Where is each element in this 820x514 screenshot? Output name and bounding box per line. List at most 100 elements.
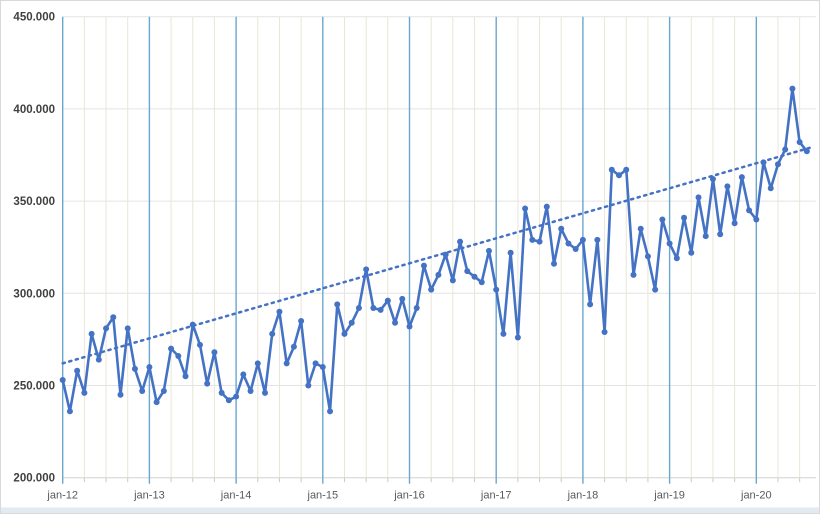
- data-point-marker: [507, 249, 514, 256]
- trendline: [61, 146, 812, 365]
- data-point-marker: [406, 323, 413, 330]
- data-point-marker: [392, 319, 399, 326]
- data-point-marker: [471, 273, 478, 280]
- data-point-marker: [399, 295, 406, 302]
- data-point-marker: [175, 352, 182, 359]
- data-point-marker: [435, 271, 442, 278]
- data-point-marker: [131, 365, 138, 372]
- data-point-marker: [247, 388, 254, 395]
- data-point-marker: [652, 286, 659, 293]
- data-point-marker: [305, 382, 312, 389]
- data-point-marker: [363, 266, 370, 273]
- data-point-marker: [746, 207, 753, 214]
- data-point-marker: [731, 220, 738, 227]
- data-point-marker: [211, 349, 218, 356]
- y-axis-tick-label: 400.000: [13, 104, 55, 116]
- data-point-marker: [760, 159, 767, 166]
- x-axis-tick-label: jan-19: [653, 490, 685, 502]
- data-point-marker: [442, 251, 449, 258]
- data-point-marker: [558, 225, 565, 232]
- data-point-marker: [724, 183, 731, 190]
- data-point-marker: [789, 85, 796, 92]
- data-point-marker: [334, 301, 341, 308]
- data-point-marker: [420, 262, 427, 269]
- data-point-marker: [803, 148, 810, 155]
- data-point-marker: [666, 240, 673, 247]
- data-point-marker: [225, 397, 232, 404]
- data-point-marker: [428, 286, 435, 293]
- data-point-marker: [493, 286, 500, 293]
- data-point-marker: [146, 364, 153, 371]
- data-point-marker: [767, 185, 774, 192]
- x-axis-tick-label: jan-17: [480, 490, 512, 502]
- data-point-marker: [702, 233, 709, 240]
- data-point-marker: [522, 205, 529, 212]
- data-point-marker: [160, 388, 167, 395]
- y-axis-tick-label: 250.000: [13, 381, 55, 393]
- data-point-marker: [384, 297, 391, 304]
- data-point-marker: [551, 260, 557, 267]
- data-point-marker: [262, 389, 268, 396]
- x-axis-tick-label: jan-12: [46, 490, 78, 502]
- data-point-marker: [681, 214, 688, 221]
- data-point-marker: [240, 371, 247, 378]
- data-point-marker: [457, 238, 464, 245]
- data-point-marker: [276, 308, 283, 315]
- data-point-marker: [500, 330, 507, 337]
- data-point-marker: [637, 225, 644, 232]
- data-point-marker: [290, 343, 297, 350]
- data-point-marker: [139, 388, 146, 395]
- data-point-marker: [594, 236, 601, 243]
- data-point-marker: [623, 166, 630, 173]
- data-point-marker: [543, 203, 550, 210]
- data-point-marker: [341, 330, 348, 337]
- data-point-marker: [327, 408, 334, 415]
- data-point-marker: [587, 301, 594, 308]
- data-point-marker: [117, 391, 124, 398]
- data-point-marker: [572, 246, 579, 253]
- data-point-marker: [269, 330, 276, 337]
- data-point-marker: [196, 341, 203, 348]
- data-point-marker: [370, 305, 377, 312]
- x-axis-tick-label: jan-14: [220, 490, 252, 502]
- data-point-marker: [485, 247, 492, 254]
- data-point-marker: [630, 271, 637, 278]
- data-point-marker: [695, 194, 702, 201]
- data-point-marker: [355, 305, 362, 312]
- data-point-marker: [312, 360, 319, 367]
- data-point-marker: [659, 216, 666, 223]
- data-point-marker: [319, 364, 326, 371]
- data-point-marker: [536, 238, 543, 245]
- data-point-marker: [688, 249, 695, 256]
- data-point-marker: [782, 146, 789, 153]
- data-point-marker: [348, 319, 355, 326]
- data-point-marker: [377, 306, 384, 313]
- x-axis-tick-label: jan-15: [307, 490, 339, 502]
- data-point-marker: [88, 330, 95, 337]
- data-point-marker: [218, 389, 225, 396]
- data-point-marker: [124, 325, 131, 332]
- data-point-marker: [74, 367, 81, 374]
- data-point-marker: [283, 360, 290, 367]
- x-axis-tick-label: jan-20: [740, 490, 772, 502]
- data-point-marker: [81, 389, 88, 396]
- data-point-marker: [168, 345, 175, 352]
- data-point-marker: [66, 408, 73, 415]
- data-point-marker: [601, 329, 608, 336]
- x-axis-tick-label: jan-16: [393, 490, 425, 502]
- data-point-marker: [796, 139, 803, 146]
- data-point-marker: [189, 321, 196, 328]
- data-point-marker: [709, 175, 716, 182]
- data-point-marker: [644, 253, 651, 260]
- y-axis-tick-label: 300.000: [13, 288, 55, 300]
- data-point-marker: [579, 236, 586, 243]
- data-point-marker: [529, 236, 536, 243]
- data-point-marker: [478, 279, 485, 286]
- data-point-marker: [254, 360, 261, 367]
- data-point-marker: [298, 317, 305, 324]
- data-point-marker: [204, 380, 211, 387]
- data-point-marker: [774, 161, 781, 168]
- data-point-marker: [449, 277, 456, 284]
